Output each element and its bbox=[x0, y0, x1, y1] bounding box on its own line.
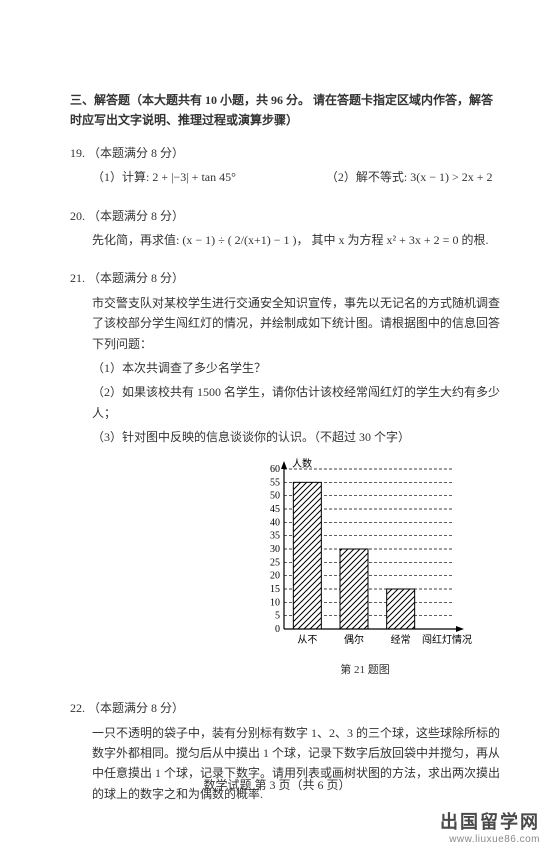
q19-points: （本题满分 8 分） bbox=[88, 146, 184, 160]
q19-number: 19. bbox=[70, 146, 85, 160]
svg-text:偶尔: 偶尔 bbox=[344, 633, 364, 646]
q21-chart-caption: 第 21 题图 bbox=[250, 661, 480, 680]
q19-p1-label: （1）计算: bbox=[92, 170, 149, 184]
brand-en: www.liuxue86.com bbox=[440, 834, 540, 845]
svg-text:55: 55 bbox=[270, 478, 280, 489]
svg-text:50: 50 bbox=[270, 491, 280, 502]
q20-expr: (x − 1) ÷ ( 2/(x+1) − 1 )， bbox=[182, 233, 308, 247]
q21-l2: （1）本次共调查了多少名学生？ bbox=[92, 358, 504, 378]
svg-text:45: 45 bbox=[270, 504, 280, 515]
q20-points: （本题满分 8 分） bbox=[88, 209, 184, 223]
svg-text:30: 30 bbox=[270, 544, 280, 555]
bar-chart-svg: 5 10 15 20 25 30 35 40 45 50 55 60 0 从不 偶尔 经常 人数闯红灯情况 bbox=[250, 455, 480, 655]
q20-line: 先化简，再求值: (x − 1) ÷ ( 2/(x+1) − 1 )， 其中 x… bbox=[92, 230, 504, 250]
q20-lead: 先化简，再求值: bbox=[92, 233, 179, 247]
svg-text:从不: 从不 bbox=[297, 635, 317, 646]
q22-number: 22. bbox=[70, 701, 85, 715]
svg-text:经常: 经常 bbox=[391, 633, 411, 646]
brand-cn: 出国留学网 bbox=[440, 808, 540, 834]
svg-text:10: 10 bbox=[270, 598, 280, 609]
question-19: 19. （本题满分 8 分） （1）计算: 2 + |−3| + tan 45°… bbox=[70, 143, 504, 188]
q21-chart: 5 10 15 20 25 30 35 40 45 50 55 60 0 从不 偶尔 经常 人数闯红灯情况 第 … bbox=[250, 455, 480, 680]
page-footer: 数学试题 第 3 页（共 6 页） bbox=[0, 776, 554, 793]
q19-p1-expr: 2 + |−3| + tan 45° bbox=[152, 170, 236, 184]
q21-number: 21. bbox=[70, 271, 85, 285]
svg-text:闯红灯情况: 闯红灯情况 bbox=[422, 633, 472, 646]
question-21: 21. （本题满分 8 分） 市交警支队对某校学生进行交通安全知识宣传，事先以无… bbox=[70, 268, 504, 680]
svg-text:35: 35 bbox=[270, 531, 280, 542]
q22-points: （本题满分 8 分） bbox=[88, 701, 184, 715]
svg-text:15: 15 bbox=[270, 584, 280, 595]
q21-l1: 市交警支队对某校学生进行交通安全知识宣传，事先以无记名的方式随机调查了该校部分学… bbox=[92, 293, 504, 354]
q20-number: 20. bbox=[70, 209, 85, 223]
question-20: 20. （本题满分 8 分） 先化简，再求值: (x − 1) ÷ ( 2/(x… bbox=[70, 206, 504, 251]
svg-text:60: 60 bbox=[270, 464, 280, 475]
q19-p2-expr: 3(x − 1) > 2x + 2 bbox=[410, 170, 492, 184]
svg-text:25: 25 bbox=[270, 558, 280, 569]
q19-part2: （2）解不等式: 3(x − 1) > 2x + 2 bbox=[326, 167, 493, 187]
brand-watermark: 出国留学网 www.liuxue86.com bbox=[440, 808, 540, 845]
svg-text:20: 20 bbox=[270, 571, 280, 582]
q21-l3: （2）如果该校共有 1500 名学生，请你估计该校经常闯红灯的学生大约有多少人； bbox=[92, 382, 504, 423]
svg-text:5: 5 bbox=[275, 611, 280, 622]
svg-text:0: 0 bbox=[275, 624, 280, 635]
section-header: 三、解答题（本大题共有 10 小题，共 96 分。 请在答题卡指定区域内作答，解… bbox=[70, 90, 504, 131]
q21-l4: （3）针对图中反映的信息谈谈你的认识。（不超过 30 个字） bbox=[92, 427, 504, 447]
q19-p2-label: （2）解不等式: bbox=[326, 170, 407, 184]
q19-part1: （1）计算: 2 + |−3| + tan 45° bbox=[92, 167, 236, 187]
svg-text:人数: 人数 bbox=[292, 457, 312, 470]
q21-points: （本题满分 8 分） bbox=[88, 271, 184, 285]
svg-text:40: 40 bbox=[270, 518, 280, 529]
q20-tail: 其中 x 为方程 x² + 3x + 2 = 0 的根. bbox=[312, 233, 489, 247]
